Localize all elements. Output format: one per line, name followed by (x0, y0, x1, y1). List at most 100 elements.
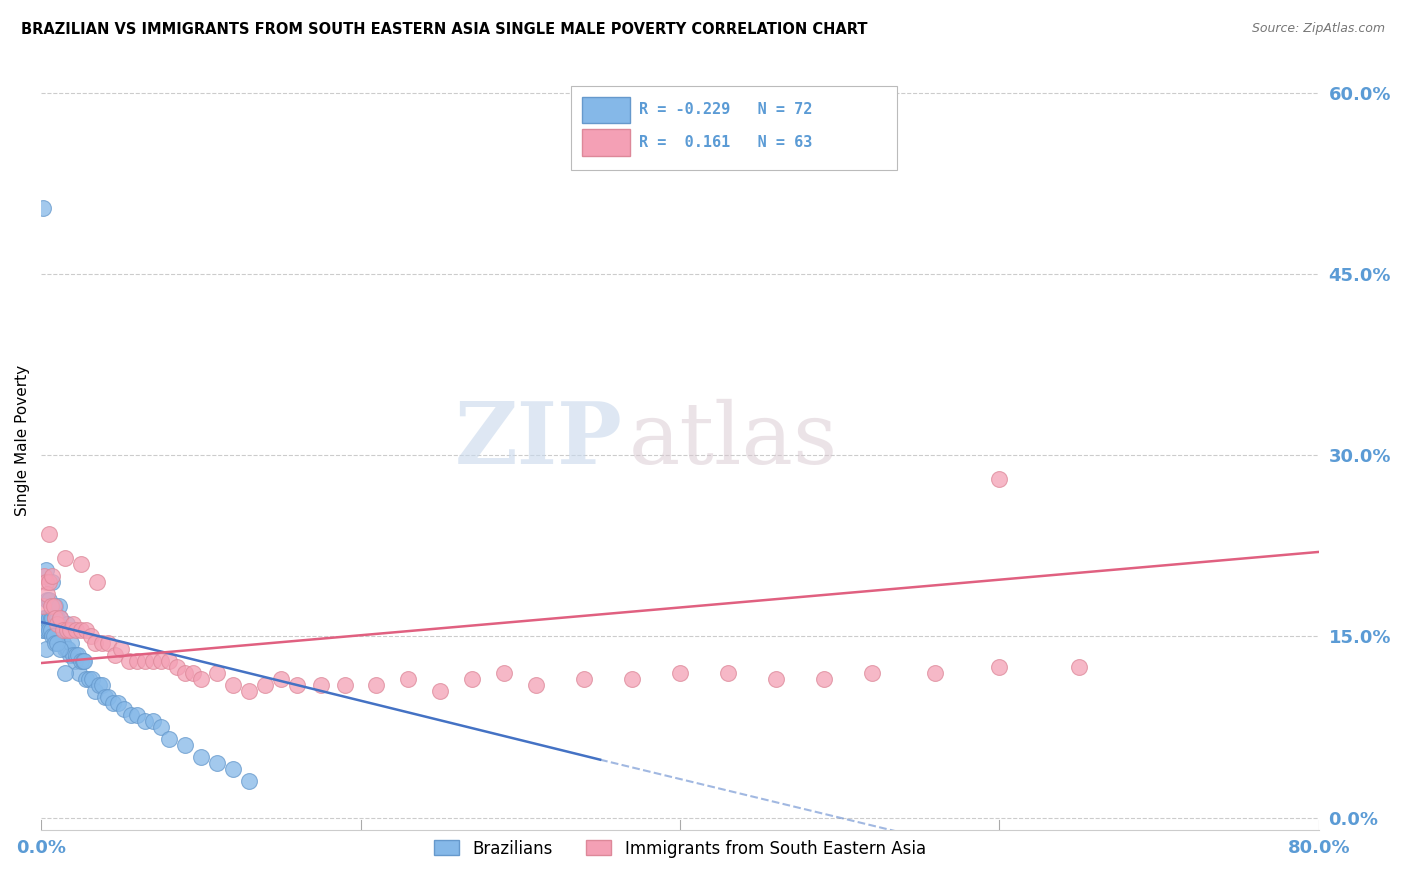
Point (34, 624, 56, 638)
Point (97, 635, 120, 649)
Point (988, 473, 1011, 487)
Point (103, 648, 125, 662)
Point (41, 569, 63, 583)
Point (52, 635, 75, 649)
Text: BRAZILIAN VS IMMIGRANTS FROM SOUTH EASTERN ASIA SINGLE MALE POVERTY CORRELATION : BRAZILIAN VS IMMIGRANTS FROM SOUTH EASTE… (21, 22, 868, 37)
Point (65, 624, 87, 638)
Point (125, 708, 148, 723)
Point (49, 641, 72, 656)
Point (142, 654, 165, 668)
Point (38, 593, 60, 607)
Point (39, 624, 62, 638)
Point (38, 611, 60, 625)
Point (49, 635, 72, 649)
Point (166, 659, 188, 673)
Point (48, 599, 70, 614)
Point (51, 635, 73, 649)
Point (48, 624, 70, 638)
Point (173, 665, 195, 680)
Point (52, 624, 75, 638)
Point (34, 611, 56, 625)
Point (717, 665, 740, 680)
Point (69, 665, 91, 680)
Point (173, 738, 195, 752)
Point (924, 665, 946, 680)
Point (270, 672, 292, 686)
Point (46, 624, 69, 638)
Point (46, 617, 69, 632)
Point (62, 617, 84, 632)
Point (222, 678, 245, 692)
Point (621, 672, 644, 686)
Point (572, 672, 595, 686)
Point (134, 714, 156, 728)
Bar (582, 129, 630, 156)
Point (396, 672, 419, 686)
FancyBboxPatch shape (571, 86, 897, 169)
Point (79, 630, 101, 644)
Point (55, 624, 77, 638)
Point (72, 654, 94, 668)
Point (988, 659, 1011, 673)
Point (53, 551, 76, 566)
Point (813, 672, 835, 686)
Point (157, 732, 180, 747)
Point (110, 641, 132, 656)
Point (205, 665, 228, 680)
Point (46, 635, 69, 649)
Text: R =  0.161   N = 63: R = 0.161 N = 63 (640, 135, 813, 150)
Point (181, 665, 204, 680)
Point (63, 654, 86, 668)
Point (86, 575, 108, 590)
Point (49, 611, 72, 625)
Point (285, 678, 308, 692)
Point (90, 678, 112, 692)
Point (73, 654, 96, 668)
Point (75, 624, 97, 638)
Point (38, 624, 60, 638)
Point (35, 641, 58, 656)
Point (112, 702, 135, 716)
Point (70, 557, 93, 571)
Point (37, 593, 59, 607)
Point (120, 708, 142, 723)
Text: ZIP: ZIP (454, 398, 623, 483)
Point (59, 648, 82, 662)
Point (84, 683, 107, 698)
Point (58, 641, 80, 656)
Point (190, 672, 212, 686)
Point (37, 587, 59, 601)
Point (65, 648, 87, 662)
Point (238, 774, 260, 789)
Point (765, 672, 787, 686)
Bar (582, 96, 630, 123)
Point (142, 714, 165, 728)
Point (46, 611, 69, 625)
Point (59, 624, 82, 638)
Point (66, 648, 89, 662)
Point (44, 611, 66, 625)
Point (44, 599, 66, 614)
Point (35, 575, 58, 590)
Point (84, 635, 107, 649)
Point (669, 665, 692, 680)
Point (87, 678, 110, 692)
Point (309, 678, 332, 692)
Point (97, 690, 120, 704)
Point (55, 617, 77, 632)
Point (31, 201, 53, 215)
Point (31, 624, 53, 638)
Point (222, 762, 245, 776)
Point (62, 648, 84, 662)
Point (35, 611, 58, 625)
Point (524, 678, 547, 692)
Point (53, 665, 76, 680)
Point (35, 563, 58, 577)
Point (41, 630, 63, 644)
Point (41, 575, 63, 590)
Point (134, 654, 156, 668)
Point (31, 599, 53, 614)
Point (107, 696, 129, 710)
Point (53, 624, 76, 638)
Point (41, 611, 63, 625)
